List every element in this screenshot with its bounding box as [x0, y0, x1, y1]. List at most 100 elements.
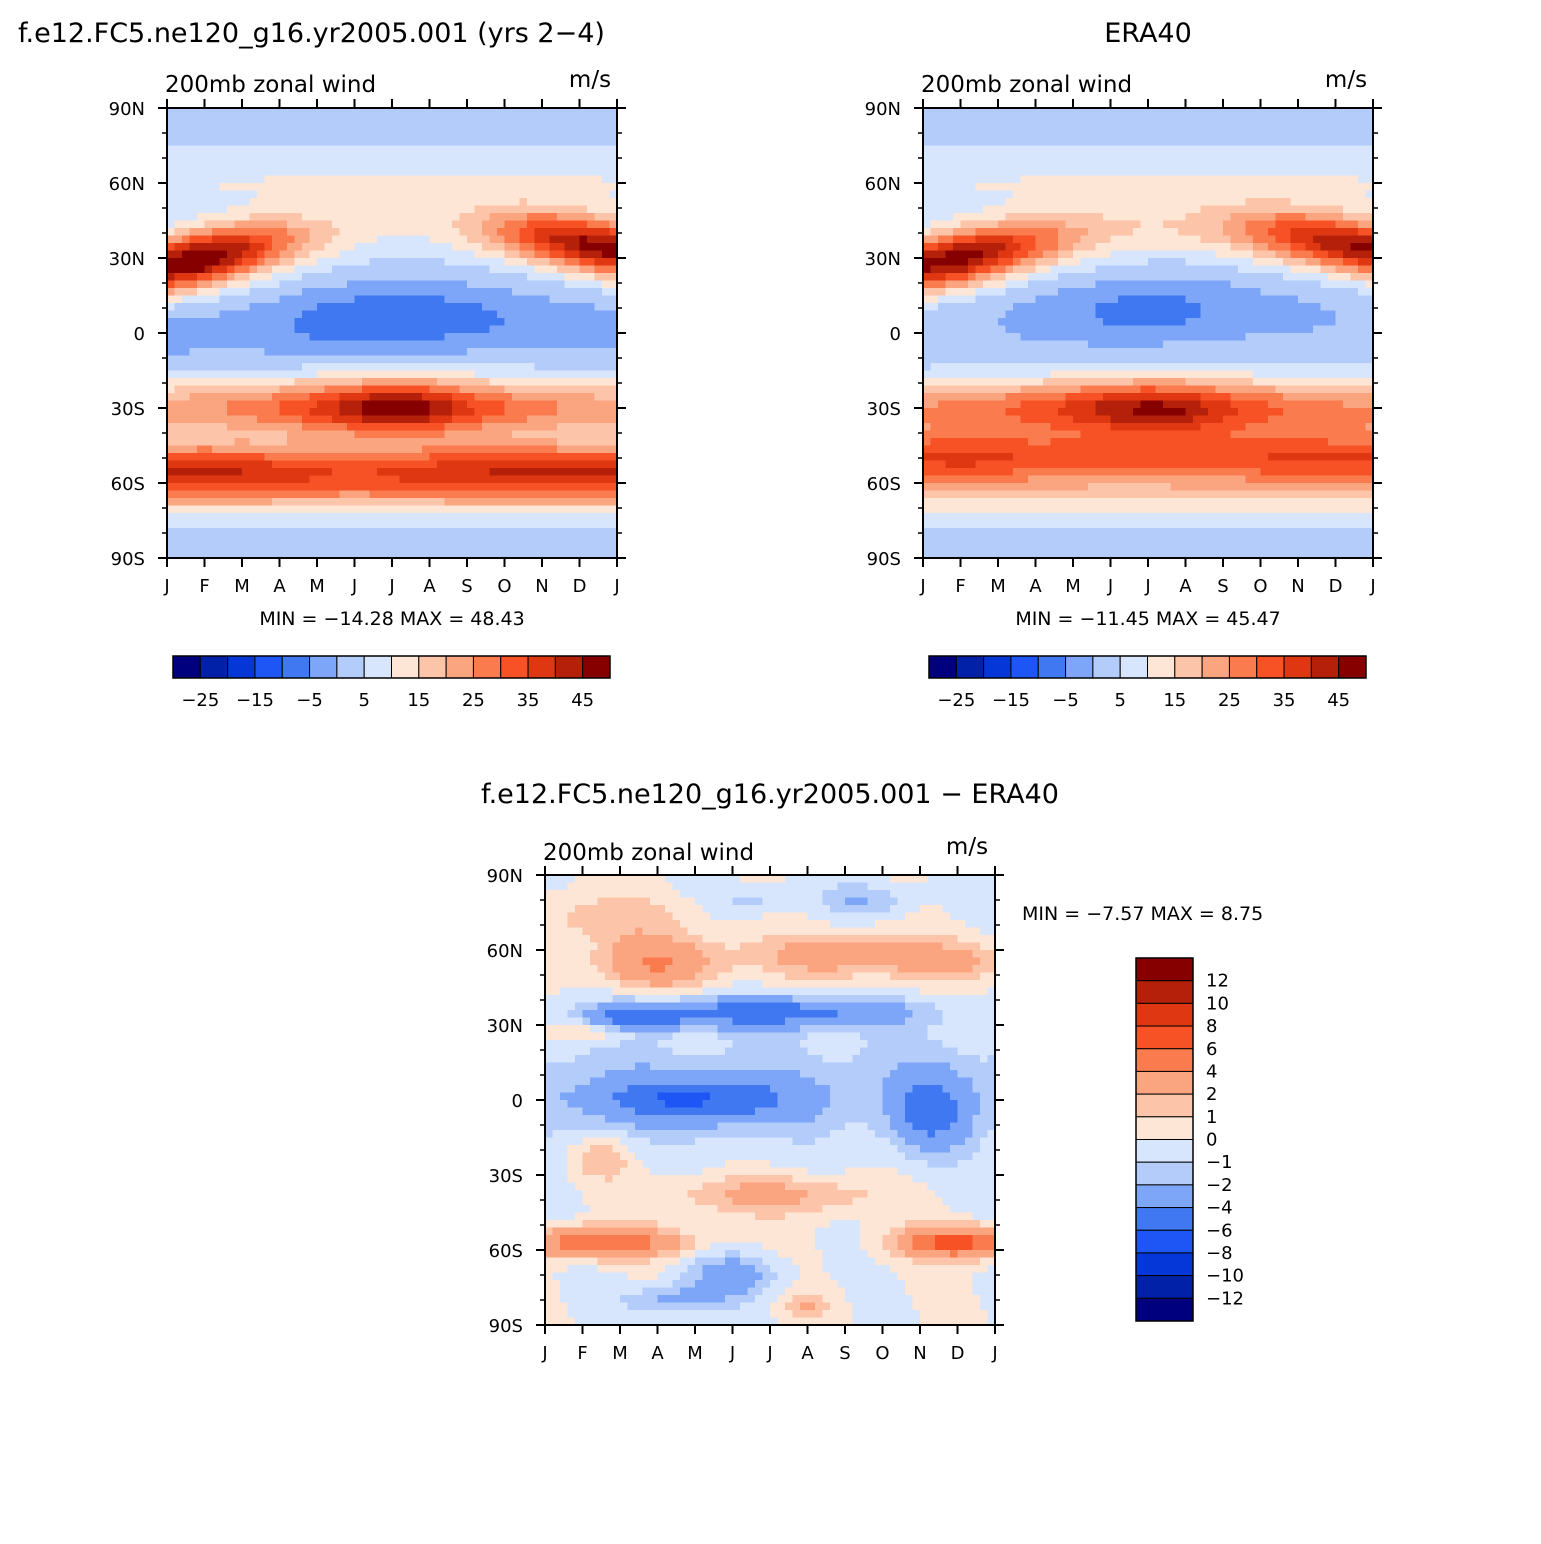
field-cell — [272, 453, 281, 462]
field-cell — [594, 108, 603, 117]
field-cell — [579, 445, 588, 454]
field-cell — [474, 513, 483, 522]
field-cell — [287, 295, 296, 304]
field-cell — [564, 528, 573, 537]
field-cell — [1005, 168, 1014, 177]
field-cell — [990, 460, 999, 469]
field-cell — [1005, 400, 1014, 409]
field-cell — [953, 250, 962, 259]
field-cell — [369, 175, 378, 184]
field-cell — [497, 468, 506, 477]
field-cell — [369, 535, 378, 544]
field-cell — [249, 160, 258, 169]
field-cell — [459, 273, 468, 282]
field-cell — [302, 168, 311, 177]
field-cell — [1058, 273, 1067, 282]
field-cell — [474, 520, 483, 529]
field-cell — [264, 460, 273, 469]
field-cell — [287, 505, 296, 514]
field-cell — [1050, 190, 1059, 199]
field-cell — [542, 295, 551, 304]
field-cell — [519, 543, 528, 552]
field-cell — [197, 145, 206, 154]
field-cell — [227, 175, 236, 184]
field-cell — [437, 108, 446, 117]
field-cell — [968, 340, 977, 349]
field-cell — [219, 160, 228, 169]
field-cell — [983, 318, 992, 327]
field-cell — [953, 153, 962, 162]
field-cell — [938, 228, 947, 237]
field-cell — [1035, 273, 1044, 282]
field-cell — [1050, 168, 1059, 177]
field-cell — [527, 355, 536, 364]
field-cell — [1013, 348, 1022, 357]
field-cell — [1028, 468, 1037, 477]
field-cell — [444, 258, 453, 267]
field-cell — [930, 483, 939, 492]
field-cell — [975, 325, 984, 334]
field-cell — [474, 498, 483, 507]
field-cell — [272, 190, 281, 199]
field-cell — [474, 430, 483, 439]
field-cell — [227, 325, 236, 334]
field-cell — [482, 333, 491, 342]
field-cell — [489, 468, 498, 477]
field-cell — [564, 340, 573, 349]
field-cell — [392, 265, 401, 274]
field-cell — [234, 415, 243, 424]
field-cell — [452, 333, 461, 342]
field-cell — [1073, 108, 1082, 117]
field-cell — [572, 453, 581, 462]
field-cell — [1058, 303, 1067, 312]
field-cell — [504, 468, 513, 477]
field-cell — [519, 310, 528, 319]
field-cell — [923, 318, 932, 327]
field-cell — [930, 220, 939, 229]
field-cell — [602, 190, 611, 199]
field-cell — [960, 108, 969, 117]
field-cell — [587, 550, 596, 559]
field-cell — [497, 408, 506, 417]
field-cell — [497, 243, 506, 252]
field-cell — [1043, 348, 1052, 357]
field-cell — [272, 243, 281, 252]
field-cell — [602, 318, 611, 327]
field-cell — [212, 543, 221, 552]
field-cell — [279, 453, 288, 462]
field-cell — [167, 520, 176, 529]
field-cell — [272, 213, 281, 222]
field-cell — [1050, 348, 1059, 357]
field-cell — [212, 528, 221, 537]
field-cell — [437, 453, 446, 462]
field-cell — [938, 273, 947, 282]
field-cell — [249, 415, 258, 424]
field-cell — [459, 318, 468, 327]
field-cell — [489, 168, 498, 177]
field-cell — [602, 438, 611, 447]
field-cell — [174, 430, 183, 439]
field-cell — [167, 483, 176, 492]
field-cell — [242, 235, 251, 244]
field-cell — [572, 318, 581, 327]
field-cell — [249, 145, 258, 154]
field-cell — [167, 280, 176, 289]
field-cell — [542, 520, 551, 529]
field-cell — [512, 243, 521, 252]
field-cell — [242, 213, 251, 222]
field-cell — [975, 498, 984, 507]
field-cell — [1043, 505, 1052, 514]
field-cell — [1028, 175, 1037, 184]
field-cell — [219, 543, 228, 552]
field-cell — [504, 475, 513, 484]
field-cell — [990, 295, 999, 304]
field-cell — [309, 393, 318, 402]
field-cell — [474, 438, 483, 447]
field-cell — [1050, 468, 1059, 477]
field-cell — [437, 423, 446, 432]
field-cell — [272, 273, 281, 282]
field-cell — [399, 378, 408, 387]
field-cell — [279, 445, 288, 454]
field-cell — [549, 498, 558, 507]
